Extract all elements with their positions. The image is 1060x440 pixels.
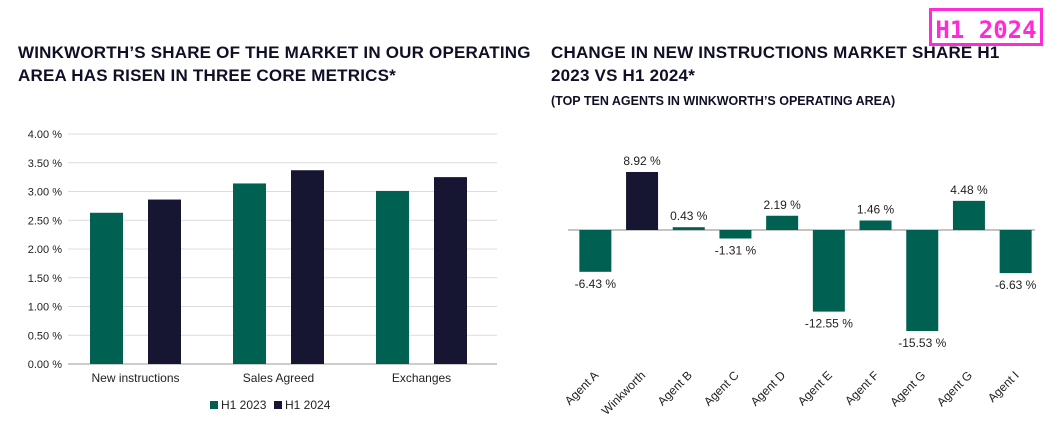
data-label: 1.46 % (857, 203, 895, 217)
bar-agent-b (672, 227, 705, 230)
y-tick-label: 3.00 % (28, 187, 62, 199)
x-category-label: Agent G (887, 368, 928, 409)
bar-agent-e (812, 230, 845, 312)
legend-label: H1 2024 (285, 398, 331, 412)
bar-agent-a (579, 230, 612, 272)
data-label: -1.31 % (715, 244, 757, 258)
bar-h1-2023 (233, 183, 266, 364)
right-chart-subtitle: (TOP TEN AGENTS IN WINKWORTH’S OPERATING… (551, 94, 896, 108)
data-label: 4.48 % (950, 183, 988, 197)
bar-agent-f (859, 220, 892, 230)
bar-winkworth (626, 171, 659, 230)
data-label: -15.53 % (898, 336, 946, 350)
y-tick-label: 0.00 % (28, 359, 62, 371)
y-tick-label: 1.50 % (28, 273, 62, 285)
x-category-label: Winkworth (599, 368, 649, 418)
data-label: 0.43 % (670, 209, 708, 223)
bar-agent-c (719, 230, 752, 239)
bar-agent-g (952, 200, 985, 230)
legend-label: H1 2023 (221, 398, 267, 412)
y-tick-label: 2.00 % (28, 244, 62, 256)
bar-agent-d (766, 215, 799, 230)
x-category-label: Agent D (748, 368, 789, 409)
bar-h1-2024 (291, 170, 324, 364)
data-label: 2.19 % (763, 198, 801, 212)
x-category-label: New instructions (91, 371, 179, 385)
y-tick-label: 4.00 % (28, 129, 62, 141)
y-tick-label: 0.50 % (28, 330, 62, 342)
data-label: -6.63 % (995, 278, 1037, 292)
bar-agent-i (999, 230, 1032, 274)
x-category-label: Agent G (934, 368, 975, 409)
data-label: 8.92 % (623, 154, 661, 168)
bar-h1-2023 (376, 190, 409, 364)
bar-h1-2023 (90, 212, 123, 364)
x-category-label: Agent A (562, 368, 602, 408)
x-category-label: Agent F (842, 368, 882, 408)
legend-swatch (210, 401, 218, 409)
left-chart-title: WINKWORTH’S SHARE OF THE MARKET IN OUR O… (18, 43, 531, 85)
y-tick-label: 3.50 % (28, 158, 62, 170)
x-category-label: Agent E (795, 368, 835, 408)
y-tick-label: 1.00 % (28, 302, 62, 314)
bar-h1-2024 (434, 177, 467, 364)
y-tick-label: 2.50 % (28, 215, 62, 227)
data-label: -12.55 % (805, 317, 853, 331)
right-chart-title: CHANGE IN NEW INSTRUCTIONS MARKET SHARE … (551, 43, 1000, 85)
bar-agent-g (906, 230, 939, 331)
x-category-label: Agent B (655, 368, 695, 408)
x-category-label: Agent I (985, 368, 1022, 405)
x-category-label: Exchanges (392, 371, 451, 385)
x-category-label: Agent C (701, 368, 742, 409)
period-badge: H1 2024 (929, 8, 1043, 46)
bar-h1-2024 (148, 199, 181, 364)
x-category-label: Sales Agreed (243, 371, 314, 385)
legend-swatch (274, 401, 282, 409)
data-label: -6.43 % (575, 277, 617, 291)
